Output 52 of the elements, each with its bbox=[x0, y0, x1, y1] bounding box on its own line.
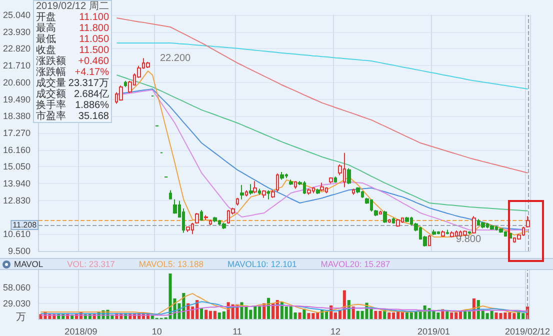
chart-title: MAVOL bbox=[14, 259, 44, 269]
text: 2019/02/12 周二 bbox=[36, 1, 109, 12]
annotation: +0.460 bbox=[77, 56, 109, 67]
y-tick-label: 18.380 bbox=[2, 111, 31, 122]
annotation: 11.100 bbox=[78, 12, 109, 23]
annotation: 11.500 bbox=[78, 45, 109, 56]
y-tick-label: 15.050 bbox=[2, 162, 31, 172]
y-tick-label: 23.930 bbox=[2, 26, 31, 37]
y-tick-label: 10.610 bbox=[2, 229, 31, 240]
annotation: 35.168 bbox=[77, 111, 109, 122]
text: VOL: 23.317 bbox=[67, 259, 115, 269]
x-tick-label: 10 bbox=[152, 326, 162, 336]
annotation: 最高 bbox=[36, 23, 57, 34]
x-tick-label: 12 bbox=[330, 326, 340, 336]
x-tick-label: 2018/09 bbox=[64, 326, 98, 336]
annotation: 涨跌幅 bbox=[36, 67, 66, 78]
y-tick-label: 20.600 bbox=[2, 77, 31, 88]
x-tick-label: 11 bbox=[232, 326, 242, 336]
y-tick-label: 16.160 bbox=[2, 144, 31, 155]
annotation: 9.800 bbox=[456, 234, 482, 246]
y-tick-label: 22.820 bbox=[2, 44, 31, 54]
annotation: 11.050 bbox=[78, 34, 109, 45]
annotation: 开盘 bbox=[36, 12, 57, 23]
y-tick-label: 19.490 bbox=[2, 94, 31, 104]
y-tick-label: 17.270 bbox=[2, 128, 31, 138]
annotation: 成交量 bbox=[36, 78, 66, 89]
y-tick-label: 25.040 bbox=[2, 10, 31, 20]
annotation: 成交额 bbox=[36, 89, 66, 100]
y-tick-label: 21.710 bbox=[2, 60, 31, 71]
y-tick-label: 58.060 bbox=[2, 282, 31, 293]
x-tick-label: 2019/02/12 bbox=[504, 326, 550, 336]
y-tick-label: 29.030 bbox=[2, 298, 31, 308]
annotation: 1.886% bbox=[74, 100, 109, 111]
annotation: +4.17% bbox=[74, 67, 109, 78]
text: MAVOL10: 12.101 bbox=[227, 259, 297, 269]
y-tick-label: 12.830 bbox=[2, 195, 31, 206]
annotation: 最低 bbox=[36, 34, 57, 45]
annotation: 换手率 bbox=[36, 100, 66, 111]
x-tick-label: 2019/01 bbox=[417, 326, 450, 336]
annotation: 市盈率 bbox=[36, 111, 66, 122]
text: MAVOL20: 15.287 bbox=[320, 259, 390, 269]
annotation: 2.684亿 bbox=[72, 89, 109, 100]
annotation: 11.800 bbox=[78, 23, 109, 34]
y-tick-label: 13.940 bbox=[2, 178, 31, 189]
annotation: 23.317万 bbox=[67, 78, 109, 89]
y-axis-title: 万 bbox=[16, 311, 26, 324]
annotation: 22.200 bbox=[160, 53, 191, 65]
text: MAVOL5: 13.188 bbox=[138, 259, 204, 269]
annotation: 收盘 bbox=[36, 45, 56, 56]
annotation: 涨跌额 bbox=[36, 56, 66, 67]
ref-line-label: 11.208 bbox=[12, 220, 38, 230]
y-tick-label: 9.500 bbox=[8, 246, 31, 256]
